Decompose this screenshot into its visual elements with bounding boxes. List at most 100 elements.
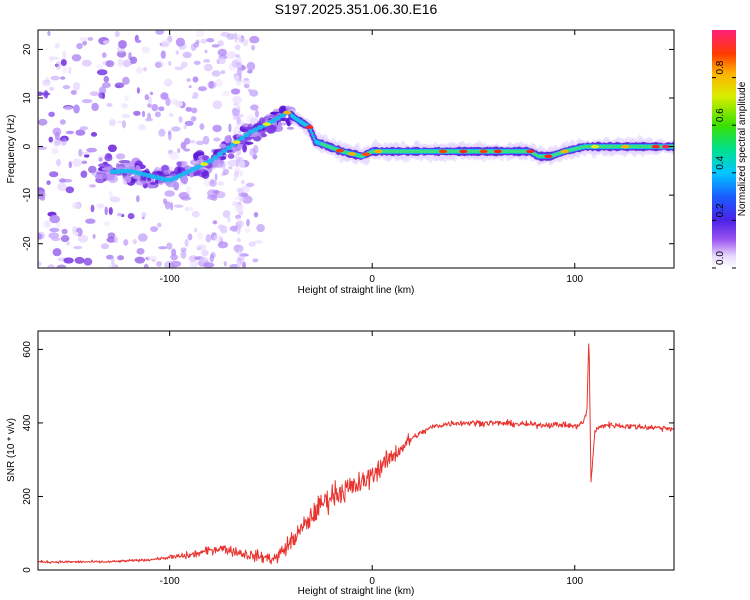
spectrogram-noise-blob <box>192 91 199 100</box>
spectrogram-ridge-core <box>310 128 312 134</box>
spectrogram-noise-blob <box>56 264 67 268</box>
spectrogram-hotspot <box>459 149 468 154</box>
spectrogram-ridge-core <box>194 164 201 170</box>
spectrogram-noise-blob <box>184 238 189 247</box>
spectrogram-ridge-core <box>212 155 219 160</box>
spectrogram-noise-blob <box>180 196 192 201</box>
spectrogram-hotspot <box>544 154 553 159</box>
spectrogram-noise-blob <box>56 158 61 167</box>
spectrogram-ridge-core <box>617 145 620 149</box>
spectrogram-noise-blob <box>253 211 259 218</box>
spectrogram-ridge-core <box>641 145 644 149</box>
spectrogram-noise-blob <box>209 253 214 263</box>
spectrogram-noise-blob <box>143 263 149 268</box>
spectrogram-noise-blob <box>55 61 62 70</box>
spectrogram-ridge-core <box>420 149 424 153</box>
spectrogram-noise-blob <box>215 78 223 88</box>
spectrogram-ridge-core <box>163 177 170 183</box>
spectrogram-noise-blob <box>49 86 54 91</box>
spectrogram-ridge-core <box>451 149 455 153</box>
spectrogram-noise-blob <box>222 210 231 218</box>
spectrogram-energy-blob <box>227 153 235 159</box>
spectrogram-ylabel: Frequency (Hz) <box>6 115 17 184</box>
spectrogram-ridge-core <box>504 149 508 153</box>
snr-ytick-label: 0 <box>22 567 33 573</box>
spectrogram-noise-blob <box>117 255 125 261</box>
snr-frame <box>37 330 675 571</box>
spectrogram-noise-blob <box>166 242 173 250</box>
spectrogram-noise-blob <box>221 172 226 176</box>
spectrogram-noise-blob <box>255 109 259 118</box>
spectrogram-noise-blob <box>183 148 191 152</box>
spectrogram-frame <box>37 29 675 269</box>
spectrogram-noise-blob <box>65 130 74 135</box>
spectrogram-noise-blob <box>202 135 210 145</box>
spectrogram-ridge-core <box>424 149 427 153</box>
spectrogram-ridge-core <box>427 149 431 153</box>
snr-ytick-label: 400 <box>22 414 33 431</box>
colorbar-tick-label: 0.0 <box>715 251 726 265</box>
spectrogram-noise-blob <box>203 63 213 72</box>
spectrogram-noise-blob <box>106 236 117 243</box>
spectrogram-energy-blob <box>285 105 291 112</box>
spectrogram-noise-blob <box>150 226 159 233</box>
spectrogram-noise-blob <box>122 120 126 129</box>
spectrogram-noise-blob <box>199 256 208 263</box>
spectrogram-noise-blob <box>217 40 224 47</box>
spectrogram-ridge-core <box>608 145 611 149</box>
spectrogram-noise-blob <box>151 103 159 112</box>
spectrogram-noise-blob <box>187 233 193 241</box>
spectrogram-noise-blob <box>95 64 103 70</box>
spectrogram-ridge-core <box>519 149 522 153</box>
spectrogram-noise-blob <box>184 120 194 126</box>
spectrogram-noise-blob <box>90 132 98 137</box>
spectrogram-energy-blob <box>224 135 231 144</box>
spectrogram-noise-blob <box>123 59 131 68</box>
spectrogram-hotspot <box>200 162 209 166</box>
spectrogram-noise-blob <box>196 244 207 250</box>
spectrogram-noise-blob <box>168 61 172 66</box>
spectrogram-noise-blob <box>149 91 154 96</box>
spectrogram-noise-blob <box>247 69 253 74</box>
spectrogram-energy-blob <box>156 170 164 175</box>
spectrogram-noise-blob <box>102 40 111 45</box>
spectrogram-energy-blob <box>212 160 224 168</box>
spectrogram-noise-blob <box>60 235 70 243</box>
spectrogram-noise-blob <box>62 85 71 90</box>
figure-title: S197.2025.351.06.30.E16 <box>274 1 438 17</box>
spectrogram-noise-blob <box>122 76 130 85</box>
spectrogram-noise-blob <box>212 220 218 225</box>
colorbar: 0.0 0.2 0.4 0.6 0.8 Normalized spectral ampl… <box>712 30 748 269</box>
spectrogram-noise-blob <box>116 212 123 217</box>
spectrogram-noise-blob <box>235 244 242 248</box>
spectrogram-noise-blob <box>123 239 129 246</box>
spectrogram-ridge-core <box>416 149 420 153</box>
spectrogram-noise-blob <box>190 116 197 122</box>
spectrogram-ridge-core <box>650 145 653 149</box>
spectrogram-noise-blob <box>167 35 173 43</box>
spectrogram-noise-blob <box>236 102 241 111</box>
spectrogram-noise-blob <box>48 111 55 118</box>
spectrogram-noise-blob <box>165 97 171 107</box>
spectrogram-noise-blob <box>182 51 192 59</box>
snr-xtick-label: 100 <box>566 576 583 587</box>
spectrogram-noise-blob <box>103 75 110 83</box>
spectrogram-noise-blob <box>234 156 240 160</box>
spectrogram-ridge-core <box>467 149 471 153</box>
spectrogram-energy-blob <box>259 117 266 125</box>
spectrogram-noise-blob <box>86 147 98 153</box>
spectrogram-xtick-label: -100 <box>160 274 180 285</box>
spectrogram-ridge-core <box>455 149 458 153</box>
spectrogram-noise-blob <box>78 148 83 157</box>
spectrogram-noise-blob <box>177 148 181 154</box>
spectrogram-ridge-core <box>185 169 192 174</box>
spectrogram-noise-blob <box>160 92 169 100</box>
spectrogram-noise-blob <box>57 182 67 192</box>
spectrogram-noise-blob <box>253 240 263 244</box>
spectrogram-noise-blob <box>62 65 67 74</box>
spectrogram-xlabel: Height of straight line (km) <box>298 285 415 296</box>
spectrogram-energy-blob <box>125 175 132 183</box>
spectrogram-noise-blob <box>59 119 66 125</box>
spectrogram-noise-blob <box>237 262 241 268</box>
spectrogram-noise-blob <box>222 168 229 175</box>
